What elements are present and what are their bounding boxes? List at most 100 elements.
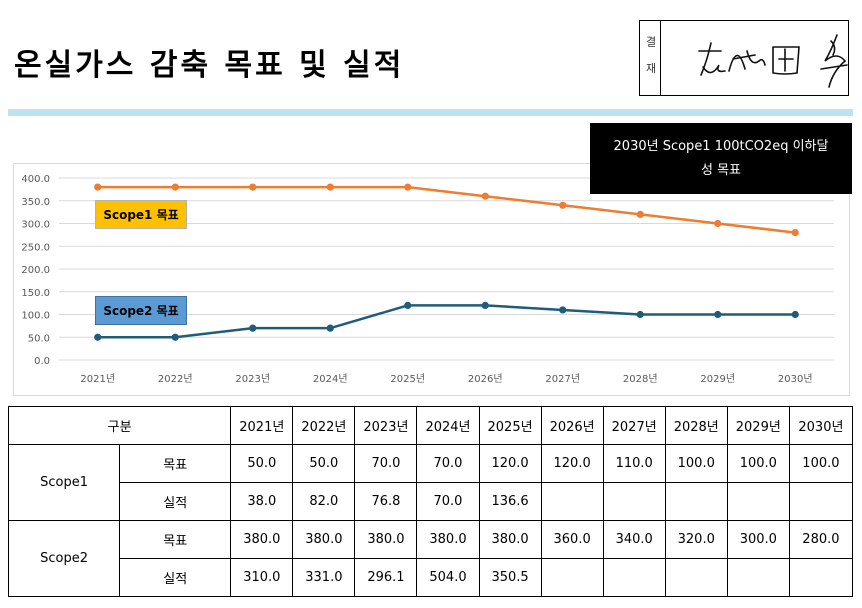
value-cell: 300.0	[726, 520, 790, 559]
scope1-callout: Scope1 목표	[95, 200, 187, 229]
year-header-cell: 2027년	[602, 406, 666, 445]
y-tick-label: 50.0	[28, 333, 50, 344]
goal-box: 2030년 Scope1 100tCO2eq 이하달성 목표	[590, 123, 852, 194]
value-cell	[788, 482, 854, 521]
x-tick-label: 2023년	[235, 373, 270, 385]
table-row: Scope1 목표 50.0 50.0 70.0 70.0 120.0 120.0 110.0 1…	[7, 444, 854, 521]
signature-image	[698, 34, 848, 88]
data-point	[249, 324, 257, 332]
value-cell	[726, 558, 790, 597]
table-row: 실적 310.0 331.0 296.1 504.0 350.5	[9, 558, 854, 597]
chart-frame: 0.0 50.0 100.0 150.0 200.0 250.0 300.0 350.0 400…	[13, 163, 850, 396]
value-cell: 320.0	[664, 520, 728, 559]
y-tick-label: 250.0	[21, 242, 50, 253]
table-header-row: 구분 2021년 2022년 2023년 2024년 2025년 2026년 2027년 202…	[7, 406, 854, 445]
value-cell	[540, 558, 604, 597]
data-point	[636, 310, 644, 319]
value-cell: 380.0	[292, 520, 356, 559]
value-cell: 280.0	[788, 520, 854, 559]
year-header-cell: 2021년	[230, 406, 294, 445]
value-cell: 136.6	[478, 482, 542, 521]
series-line-1	[97, 185, 796, 234]
group-name-cell: Scope2	[7, 520, 121, 597]
y-tick-label: 300.0	[21, 220, 50, 231]
x-tick-label: 2026년	[468, 373, 503, 385]
page-title: 온실가스 감축 목표 및 실적	[14, 48, 405, 83]
table-row: 실적 38.0 82.0 76.8 70.0 136.6	[9, 482, 854, 521]
data-point	[249, 183, 257, 191]
value-cell: 380.0	[478, 520, 542, 559]
data-point	[171, 333, 179, 341]
x-tick-label: 2030년	[778, 373, 813, 385]
value-cell: 380.0	[416, 520, 480, 559]
y-tick-label: 150.0	[21, 288, 50, 299]
y-tick-label: 200.0	[21, 265, 50, 276]
value-cell: 50.0	[292, 444, 356, 483]
value-cell: 296.1	[354, 558, 418, 597]
value-cell: 38.0	[230, 482, 294, 521]
row-label-cell: 목표	[119, 444, 232, 483]
signature-area	[661, 21, 849, 95]
data-point	[326, 324, 334, 332]
data-point	[94, 333, 102, 341]
header-label-cell: 구분	[7, 406, 232, 445]
value-cell: 331.0	[292, 558, 356, 597]
series-line-2	[97, 304, 796, 339]
row-label-cell: 실적	[119, 482, 232, 521]
data-point	[481, 192, 489, 200]
year-header-cell: 2025년	[478, 406, 542, 445]
value-cell: 310.0	[230, 558, 294, 597]
value-cell	[664, 558, 728, 597]
value-cell: 340.0	[602, 520, 666, 559]
value-cell: 380.0	[354, 520, 418, 559]
year-header-cell: 2023년	[354, 406, 418, 445]
data-point	[404, 301, 412, 309]
value-cell: 70.0	[416, 444, 480, 483]
x-tick-label: 2029년	[700, 373, 735, 385]
x-tick-label: 2025년	[390, 373, 425, 385]
value-cell	[602, 558, 666, 597]
data-point	[481, 301, 489, 309]
value-cell: 120.0	[478, 444, 542, 483]
approval-box: 결 재	[639, 20, 849, 96]
data-table: 구분 2021년 2022년 2023년 2024년 2025년 2026년 2027년 202…	[7, 406, 854, 597]
y-tick-label: 400.0	[21, 174, 50, 185]
approval-label: 결 재	[640, 21, 661, 95]
title-underline	[8, 109, 853, 116]
value-cell: 100.0	[664, 444, 728, 483]
value-cell: 76.8	[354, 482, 418, 521]
data-point	[714, 310, 722, 319]
value-cell	[540, 482, 604, 521]
line-chart: 0.0 50.0 100.0 150.0 200.0 250.0 300.0 350.0 400…	[21, 174, 834, 385]
group-name-cell: Scope1	[7, 444, 121, 521]
value-cell	[726, 482, 790, 521]
data-point	[404, 183, 412, 191]
value-cell: 504.0	[416, 558, 480, 597]
y-tick-label: 100.0	[21, 311, 50, 322]
scope2-callout: Scope2 목표	[95, 296, 187, 325]
approval-label-text: 결 재	[644, 36, 657, 80]
row-label-cell: 실적	[119, 558, 232, 597]
data-point	[714, 219, 722, 228]
year-header-cell: 2028년	[664, 406, 728, 445]
value-cell: 350.5	[478, 558, 542, 597]
x-tick-label: 2021년	[80, 373, 115, 385]
value-cell	[664, 482, 728, 521]
value-cell: 70.0	[416, 482, 480, 521]
x-tick-label: 2027년	[545, 373, 580, 385]
x-tick-label: 2022년	[158, 373, 193, 385]
year-header-cell: 2026년	[540, 406, 604, 445]
year-header-cell: 2029년	[726, 406, 790, 445]
x-tick-label: 2028년	[623, 373, 658, 385]
data-point	[559, 306, 567, 314]
value-cell: 100.0	[788, 444, 854, 483]
data-point	[791, 310, 799, 319]
value-cell	[602, 482, 666, 521]
value-cell: 360.0	[540, 520, 604, 559]
row-label-cell: 목표	[119, 520, 232, 559]
y-tick-label: 0.0	[34, 356, 50, 367]
year-header-cell: 2022년	[292, 406, 356, 445]
value-cell	[788, 558, 854, 597]
table-row: Scope2 목표 380.0 380.0 380.0 380.0 380.0 360.0 34…	[7, 520, 854, 597]
data-point	[791, 229, 799, 237]
